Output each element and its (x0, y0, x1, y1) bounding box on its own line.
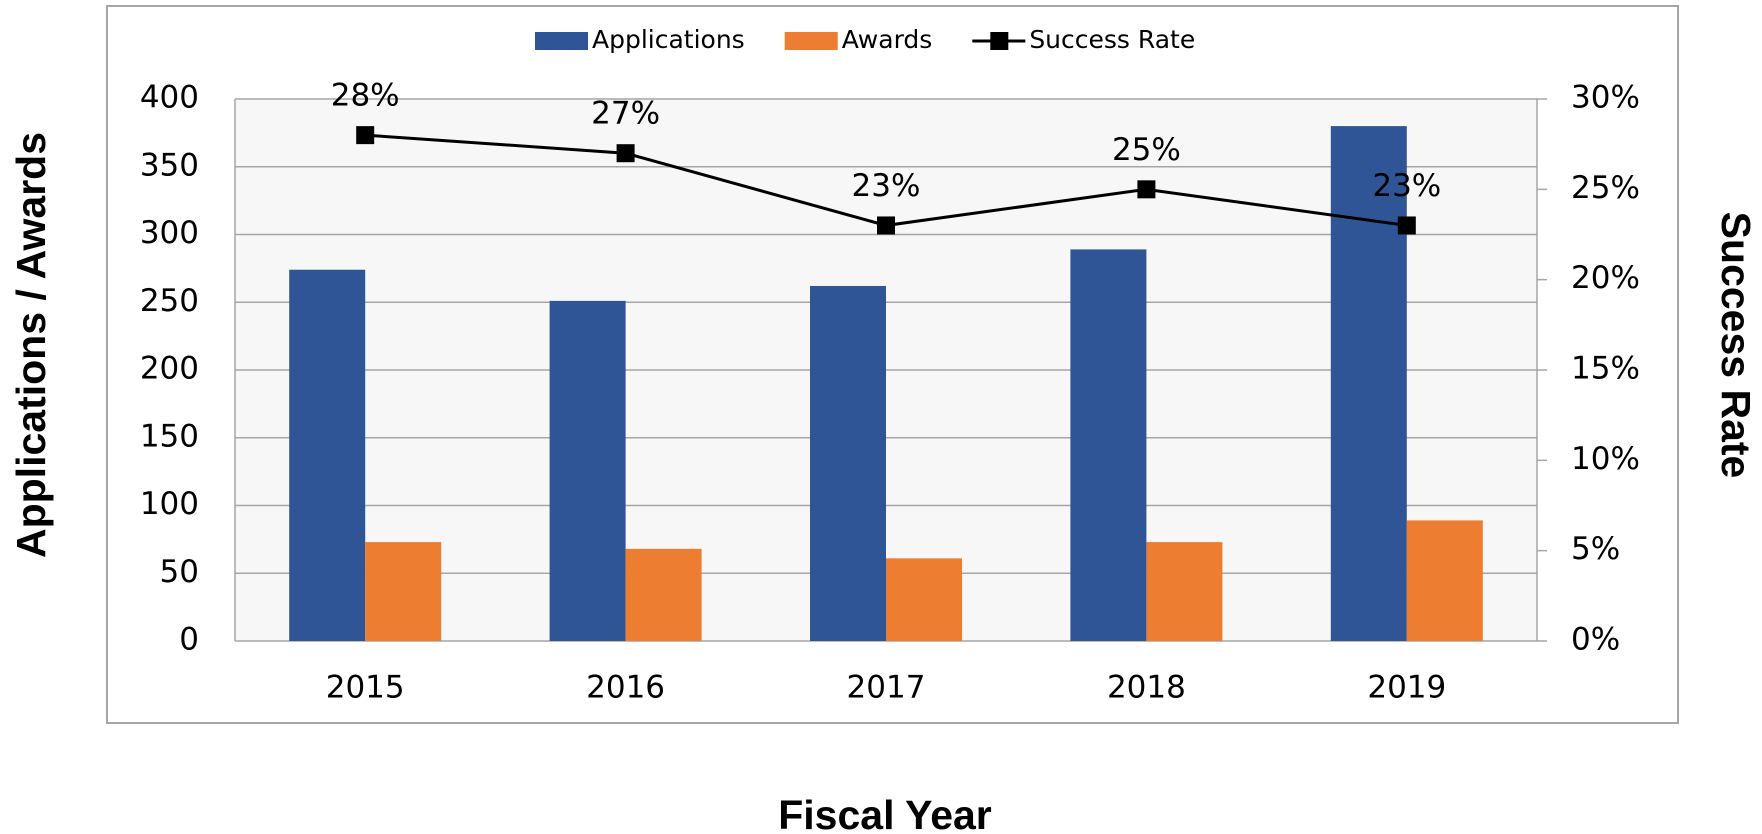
data-label: 23% (852, 168, 921, 204)
y-tick-label: 150 (140, 418, 199, 454)
bar (886, 558, 962, 641)
y-tick-label: 300 (140, 215, 199, 251)
marker (356, 126, 375, 145)
y2-tick-label: 25% (1571, 170, 1640, 206)
marker (1397, 216, 1416, 235)
marker (877, 216, 895, 235)
y2-tick-label: 0% (1571, 622, 1620, 658)
x-tick-label: 2018 (1107, 670, 1186, 706)
bar (1330, 126, 1407, 642)
bar (1406, 520, 1483, 641)
y2-tick-label: 5% (1571, 531, 1620, 567)
x-tick-label: 2017 (847, 670, 926, 706)
legend-label: Awards (842, 25, 933, 54)
x-tick-label: 2016 (586, 670, 665, 706)
y2-tick-label: 15% (1571, 351, 1640, 387)
marker (616, 144, 635, 163)
y-tick-label: 350 (140, 147, 199, 183)
bar (365, 542, 442, 641)
x-tick-label: 2019 (1367, 670, 1446, 706)
bar (1146, 542, 1223, 641)
y2-tick-label: 30% (1571, 80, 1640, 116)
y-tick-label: 400 (140, 80, 199, 116)
y-tick-label: 250 (140, 283, 199, 319)
legend-label: Success Rate (1029, 25, 1195, 54)
y-tick-label: 200 (140, 351, 199, 387)
bar (1070, 249, 1147, 641)
y2-tick-label: 10% (1571, 441, 1640, 477)
y-axis-title: Applications / Awards (8, 132, 54, 558)
y2-tick-label: 20% (1571, 260, 1640, 296)
bar (289, 269, 366, 641)
data-label: 28% (331, 78, 400, 114)
bar (625, 548, 702, 641)
y-tick-label: 50 (160, 554, 199, 590)
bar (549, 300, 626, 641)
y-tick-label: 0 (179, 622, 199, 658)
bar (810, 285, 886, 641)
data-label: 23% (1372, 168, 1441, 204)
legend-swatch (535, 32, 588, 50)
y2-axis-title: Success Rate (1713, 212, 1759, 479)
legend-swatch (784, 32, 838, 50)
x-tick-label: 2015 (326, 670, 405, 706)
marker (1137, 180, 1156, 199)
legend-label: Applications (592, 25, 745, 54)
data-label: 27% (591, 96, 660, 132)
legend-swatch (990, 32, 1009, 50)
x-axis-title: Fiscal Year (778, 792, 992, 834)
y-tick-label: 100 (140, 486, 199, 522)
data-label: 25% (1112, 132, 1181, 168)
